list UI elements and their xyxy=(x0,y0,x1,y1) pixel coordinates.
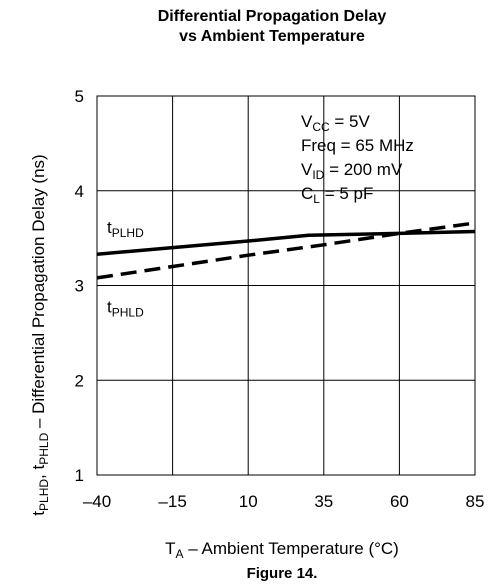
series-layer xyxy=(96,221,476,280)
condition-main: C xyxy=(301,184,313,203)
y-axis-label-part: – Differential Propagation Delay (ns) xyxy=(29,154,48,432)
x-tick-label: –40 xyxy=(83,492,111,511)
y-tick-label: 4 xyxy=(75,182,84,201)
series-label-phld: tPHLD xyxy=(107,297,144,319)
figure-caption: Figure 14. xyxy=(247,565,318,582)
x-tick-label: 10 xyxy=(239,492,258,511)
series-label-sub: PHLD xyxy=(112,305,144,319)
condition-rest: = 200 mV xyxy=(324,160,403,179)
x-axis-label-main: T xyxy=(165,539,175,558)
condition-sub: ID xyxy=(312,168,324,182)
condition-line: VID = 200 mV xyxy=(301,160,403,182)
chart-title-line-1: Differential Propagation Delay xyxy=(158,8,387,25)
y-axis-label: tPLHD, tPHLD – Differential Propagation … xyxy=(29,154,51,515)
x-axis-label-rest: – Ambient Temperature (°C) xyxy=(184,539,399,558)
chart-title-line-2: vs Ambient Temperature xyxy=(179,28,365,45)
series-label-plhd: tPLHD xyxy=(107,218,144,240)
condition-main: V xyxy=(301,112,313,131)
series-line-plhd xyxy=(96,229,476,256)
condition-line: Freq = 65 MHz xyxy=(301,136,414,155)
tick-labels: –40 –15 10 35 60 85 1 2 3 4 5 xyxy=(75,87,485,511)
y-tick-label: 2 xyxy=(75,371,84,390)
series-label-sub: PLHD xyxy=(112,226,144,240)
y-tick-label: 5 xyxy=(75,87,84,106)
condition-main: Freq = 65 MHz xyxy=(301,136,414,155)
plot-frame xyxy=(96,95,476,476)
y-axis-label-part: , t xyxy=(29,464,48,478)
series-label-main: t xyxy=(107,218,112,237)
y-tick-label: 3 xyxy=(75,277,84,296)
condition-sub: CC xyxy=(312,120,330,134)
y-tick-label: 1 xyxy=(75,466,84,485)
x-axis-label: TA – Ambient Temperature (°C) xyxy=(165,539,399,561)
y-axis-label-part: PHLD xyxy=(37,432,51,464)
x-axis-label-sub: A xyxy=(176,547,184,561)
condition-main: V xyxy=(301,160,313,179)
condition-line: VCC = 5V xyxy=(301,112,371,134)
x-tick-label: 85 xyxy=(466,492,485,511)
condition-sub: L xyxy=(313,192,320,206)
x-tick-label: 35 xyxy=(314,492,333,511)
x-tick-label: 60 xyxy=(390,492,409,511)
condition-line: CL = 5 pF xyxy=(301,184,373,206)
condition-rest: = 5 pF xyxy=(320,184,373,203)
series-label-main: t xyxy=(107,297,112,316)
y-axis-label-part: PLHD xyxy=(37,479,51,511)
series-line-phld xyxy=(96,221,476,280)
condition-rest: = 5V xyxy=(330,112,371,131)
y-axis-label-part: t xyxy=(29,511,48,516)
grid xyxy=(97,96,475,475)
x-tick-label: –15 xyxy=(158,492,186,511)
